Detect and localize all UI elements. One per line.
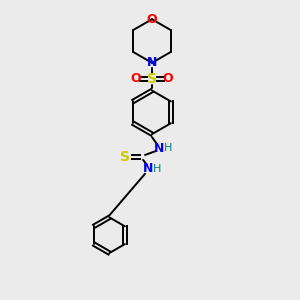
Text: N: N — [147, 56, 157, 69]
Text: H: H — [153, 164, 161, 174]
Text: O: O — [163, 72, 173, 85]
Text: S: S — [147, 72, 157, 86]
Text: O: O — [131, 72, 141, 85]
Text: N: N — [143, 162, 153, 175]
Text: N: N — [154, 142, 164, 154]
Text: O: O — [147, 13, 157, 26]
Text: S: S — [120, 150, 130, 164]
Text: H: H — [164, 143, 172, 153]
